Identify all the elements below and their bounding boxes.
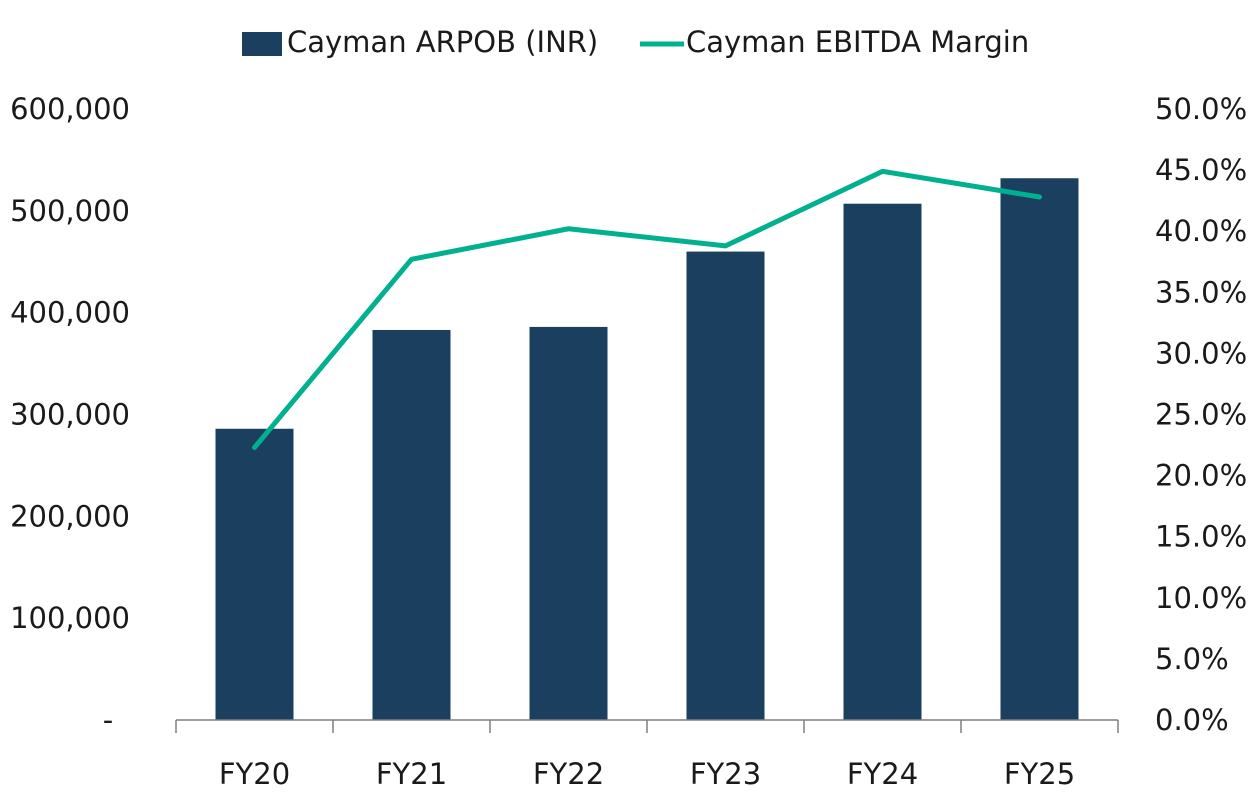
bar-fy20 [215,428,294,720]
category-label: FY25 [1004,757,1075,791]
bar-fy21 [372,329,451,720]
right-tick-label: 15.0% [1155,520,1247,554]
left-tick-label: - [103,703,113,737]
left-tick-label: 100,000 [10,601,130,635]
bars [215,178,1079,721]
bar-fy23 [686,251,765,721]
legend: Cayman ARPOB (INR) Cayman EBITDA Margin [242,25,1029,59]
category-label: FY20 [219,757,290,791]
left-tick-label: 600,000 [10,92,130,126]
category-label: FY22 [533,757,604,791]
right-tick-label: 35.0% [1155,275,1247,309]
bar-fy24 [843,203,922,720]
legend-label-ebitda-margin: Cayman EBITDA Margin [686,25,1029,59]
right-tick-label: 40.0% [1155,214,1247,248]
left-axis-ticks: - 100,000 200,000 300,000 400,000 500,000 600,… [10,92,130,737]
right-tick-label: 30.0% [1155,336,1247,370]
left-tick-label: 400,000 [10,296,130,330]
bar-fy25 [1000,178,1079,720]
right-tick-label: 45.0% [1155,153,1247,187]
right-tick-label: 5.0% [1155,642,1229,676]
category-label: FY23 [690,757,761,791]
legend-swatch-arpob [242,32,282,56]
right-tick-label: 0.0% [1155,703,1229,737]
bar-fy22 [529,326,608,720]
ebitda-margin-line [252,168,1042,450]
left-tick-label: 500,000 [10,194,130,228]
legend-label-arpob: Cayman ARPOB (INR) [287,25,598,59]
right-tick-label: 10.0% [1155,581,1247,615]
ebitda-margin-polyline [252,168,1042,450]
right-tick-label: 20.0% [1155,459,1247,493]
x-axis [175,719,1119,733]
right-tick-label: 25.0% [1155,398,1247,432]
right-tick-label: 50.0% [1155,92,1247,126]
category-label: FY21 [376,757,447,791]
category-labels: FY20 FY21 FY22 FY23 FY24 FY25 [219,757,1075,791]
category-label: FY24 [847,757,918,791]
left-tick-label: 200,000 [10,499,130,533]
right-axis-ticks: 0.0% 5.0% 10.0% 15.0% 20.0% 25.0% 30.0% 35.0% 40… [1155,92,1247,737]
left-tick-label: 300,000 [10,398,130,432]
